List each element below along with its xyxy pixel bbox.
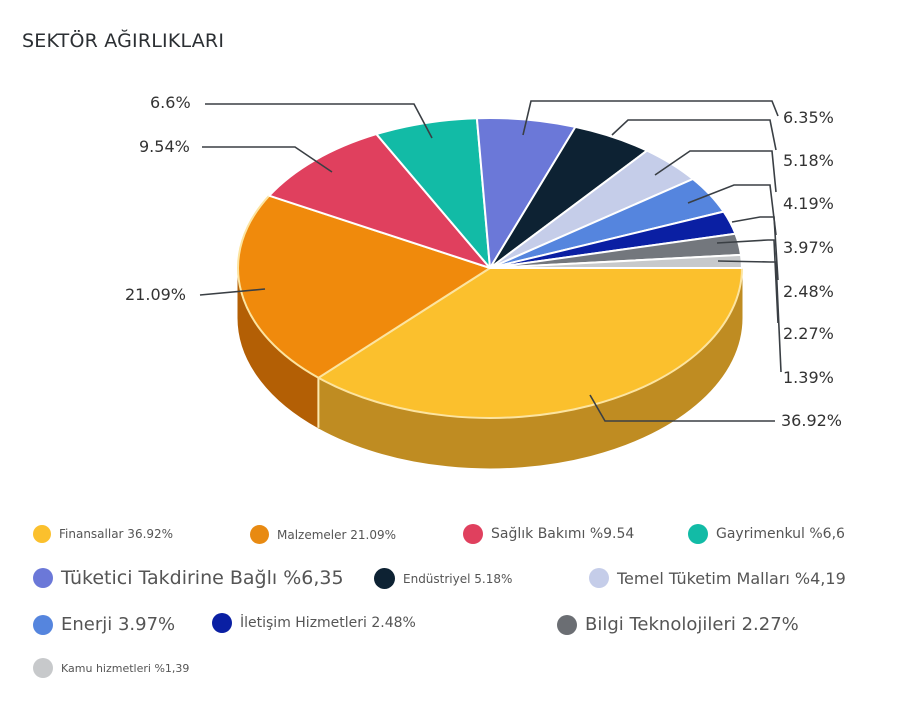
data-label-endustriyel: 5.18% <box>783 151 834 170</box>
legend-item-finansallar[interactable]: Finansallar 36.92% <box>33 525 173 543</box>
data-label-enerji: 3.97% <box>783 238 834 257</box>
legend-item-malzemeler[interactable]: Malzemeler 21.09% <box>250 525 396 544</box>
legend-swatch-icon <box>250 525 269 544</box>
legend-label: Malzemeler 21.09% <box>277 527 397 542</box>
legend-swatch-icon <box>374 568 395 589</box>
legend-label: Enerji 3.97% <box>61 614 176 635</box>
legend-swatch-icon <box>33 525 51 543</box>
legend-swatch-icon <box>557 614 577 635</box>
legend-item-bilgi-teknolojileri[interactable]: Bilgi Teknolojileri 2.27% <box>557 614 799 635</box>
slice-finansallar[interactable] <box>317 267 743 419</box>
legend-item-endustriyel[interactable]: Endüstriyel 5.18% <box>374 568 512 589</box>
legend-swatch-icon <box>463 524 483 544</box>
legend-swatch-icon <box>589 568 609 588</box>
legend-label: Temel Tüketim Malları %4,19 <box>617 568 846 588</box>
legend-label: Bilgi Teknolojileri 2.27% <box>585 614 799 635</box>
leader-lines <box>199 100 782 422</box>
legend-label: Sağlık Bakımı %9.54 <box>491 526 635 542</box>
legend-swatch-icon <box>33 658 53 678</box>
data-label-gayrimenkul: 6.6% <box>150 93 191 112</box>
legend-item-tuketici-takdirine-bagli[interactable]: Tüketici Takdirine Bağlı %6,35 <box>33 567 344 589</box>
legend-swatch-icon <box>688 524 708 544</box>
data-label-malzemeler: 21.09% <box>125 285 187 304</box>
legend-label: Finansallar 36.92% <box>59 527 174 541</box>
legend-item-temel-tuketim-mallari[interactable]: Temel Tüketim Malları %4,19 <box>589 568 846 588</box>
legend-swatch-icon <box>212 613 232 633</box>
data-label-finansallar: 36.92% <box>781 411 843 430</box>
legend-item-iletisim-hizmetleri[interactable]: İletişim Hizmetleri 2.48% <box>212 613 416 633</box>
data-label-tuketici: 6.35% <box>783 108 834 127</box>
data-label-temel-tuketim: 4.19% <box>783 194 834 213</box>
legend-label: İletişim Hizmetleri 2.48% <box>240 615 416 631</box>
data-label-bilgi-teknolojileri: 2.27% <box>783 324 834 343</box>
legend-item-saglik-bakimi[interactable]: Sağlık Bakımı %9.54 <box>463 524 634 544</box>
data-label-kamu-hizmetleri: 1.39% <box>783 368 834 387</box>
chart-title: SEKTÖR AĞIRLIKLARI <box>22 30 225 52</box>
data-label-saglik-bakimi: 9.54% <box>139 137 190 156</box>
data-label-iletisim: 2.48% <box>783 282 834 301</box>
legend-item-enerji[interactable]: Enerji 3.97% <box>33 614 175 635</box>
legend-item-gayrimenkul[interactable]: Gayrimenkul %6,6 <box>688 524 845 544</box>
legend-label: Kamu hizmetleri %1,39 <box>61 661 190 675</box>
legend-label: Gayrimenkul %6,6 <box>716 526 845 542</box>
pie-top-slices <box>237 117 743 419</box>
legend-label: Tüketici Takdirine Bağlı %6,35 <box>61 567 344 589</box>
legend-swatch-icon <box>33 568 53 588</box>
legend-item-kamu-hizmetleri[interactable]: Kamu hizmetleri %1,39 <box>33 658 189 678</box>
legend-label: Endüstriyel 5.18% <box>403 571 513 586</box>
legend-swatch-icon <box>33 614 53 635</box>
